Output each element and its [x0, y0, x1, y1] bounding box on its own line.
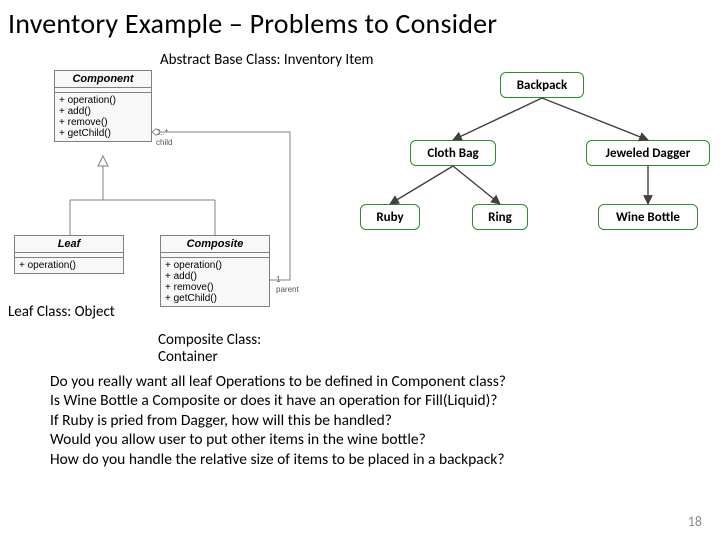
uml-composite-ops: + operation() + add() + remove() + getCh…: [161, 258, 269, 306]
uml-child-mult: 0..*: [156, 128, 168, 137]
tree-edge: [453, 98, 542, 140]
uml-component-name: Component: [55, 71, 151, 88]
question-line: Would you allow user to put other items …: [50, 430, 690, 449]
uml-op: + getChild(): [59, 128, 147, 139]
uml-op: + add(): [165, 271, 265, 282]
tree-node-backpack: Backpack: [500, 72, 584, 98]
uml-leaf: Leaf + operation(): [14, 235, 124, 274]
uml-op: + remove(): [165, 282, 265, 293]
tree-node-ruby: Ruby: [360, 204, 420, 230]
uml-op: + getChild(): [165, 293, 265, 304]
uml-parent-label: parent: [276, 285, 299, 294]
uml-child-label: child: [156, 138, 172, 147]
anno-leaf: Leaf Class: Object: [8, 304, 115, 321]
uml-leaf-name: Leaf: [15, 236, 123, 253]
tree-node-clothbag: Cloth Bag: [410, 140, 496, 166]
question-line: If Ruby is pried from Dagger, how will t…: [50, 411, 690, 430]
page-number: 18: [688, 513, 702, 530]
question-line: How do you handle the relative size of i…: [50, 450, 690, 469]
uml-op: + remove(): [59, 117, 147, 128]
uml-composite-name: Composite: [161, 236, 269, 253]
uml-component-ops: + operation() + add() + remove() + getCh…: [55, 93, 151, 141]
uml-op: + operation(): [19, 260, 119, 271]
uml-leaf-ops: + operation(): [15, 258, 123, 273]
tree-edge: [542, 98, 648, 140]
anno-composite: Composite Class: Container: [158, 332, 298, 367]
uml-component: Component + operation() + add() + remove…: [54, 70, 152, 142]
uml-op: + operation(): [165, 260, 265, 271]
question-line: Is Wine Bottle a Composite or does it ha…: [50, 391, 690, 410]
uml-parent-mult: 1: [276, 275, 280, 284]
uml-op: + operation(): [59, 95, 147, 106]
slide-title: Inventory Example – Problems to Consider: [0, 0, 720, 41]
questions-block: Do you really want all leaf Operations t…: [50, 372, 690, 469]
uml-op: + add(): [59, 106, 147, 117]
tree-edge: [390, 166, 453, 204]
question-line: Do you really want all leaf Operations t…: [50, 372, 690, 391]
tree-node-jdagger: Jeweled Dagger: [586, 140, 710, 166]
tree-node-ring: Ring: [472, 204, 528, 230]
tree-edge: [453, 166, 500, 204]
uml-composite: Composite + operation() + add() + remove…: [160, 235, 270, 307]
tree-node-wine: Wine Bottle: [598, 204, 698, 230]
anno-abstract: Abstract Base Class: Inventory Item: [160, 52, 390, 69]
